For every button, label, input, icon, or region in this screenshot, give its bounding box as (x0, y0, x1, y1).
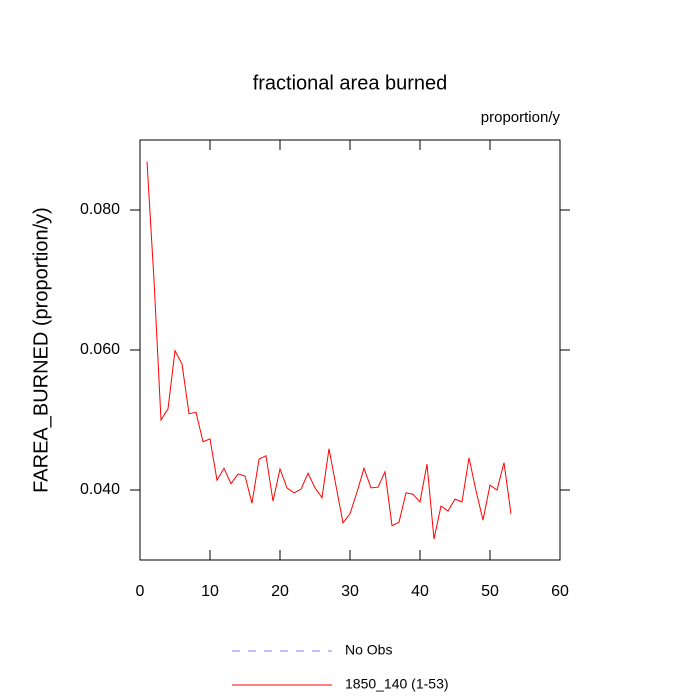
chart-subtitle: proportion/y (481, 109, 561, 126)
legend-label: 1850_140 (1-53) (345, 676, 449, 692)
y-tick-label: 0.060 (80, 341, 120, 358)
chart-title: fractional area burned (253, 72, 448, 94)
x-tick-label: 30 (341, 583, 359, 600)
y-tick-label: 0.080 (80, 201, 120, 218)
data-line (146, 161, 512, 540)
x-tick-label: 40 (411, 583, 429, 600)
y-axis-label: FAREA_BURNED (proportion/y) (30, 207, 52, 493)
x-tick-label: 20 (271, 583, 289, 600)
plot-frame (139, 139, 561, 561)
x-tick-label: 10 (201, 583, 219, 600)
legend-label: No Obs (345, 642, 392, 658)
x-tick-label: 0 (136, 583, 145, 600)
x-tick-label: 60 (551, 583, 569, 600)
y-tick-label: 0.040 (80, 481, 120, 498)
x-tick-label: 50 (481, 583, 499, 600)
